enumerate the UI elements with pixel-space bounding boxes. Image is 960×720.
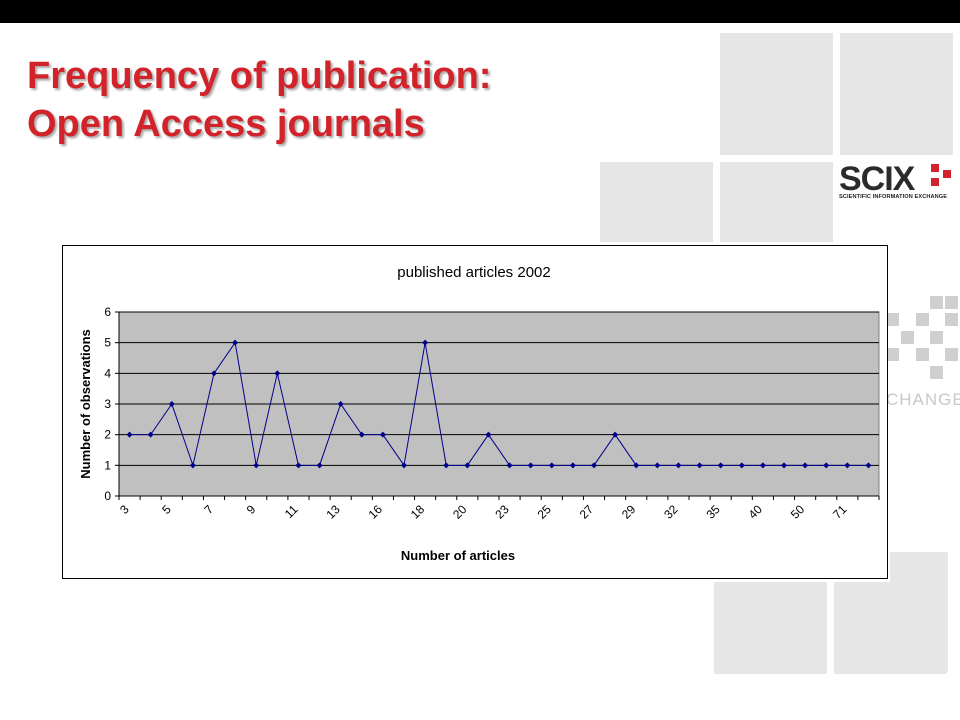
- data-point: [316, 462, 323, 469]
- scix-logo-icon: SCIX: [839, 160, 951, 198]
- data-point: [569, 462, 576, 469]
- y-axis-label: Number of observations: [78, 329, 93, 479]
- x-tick-label: 16: [366, 502, 386, 522]
- data-point: [253, 462, 260, 469]
- x-axis-label: Number of articles: [401, 548, 515, 563]
- y-tick-label: 5: [104, 336, 111, 350]
- x-tick-label: 18: [408, 502, 428, 522]
- data-point: [865, 462, 872, 469]
- x-tick-label: 35: [703, 502, 723, 522]
- data-point: [506, 462, 513, 469]
- logo-wordmark: SCIX: [839, 160, 916, 198]
- x-tick-label: 9: [244, 502, 259, 517]
- x-tick-label: 3: [117, 502, 132, 517]
- data-point: [422, 339, 429, 346]
- data-point: [696, 462, 703, 469]
- data-point: [358, 431, 365, 438]
- data-point: [337, 401, 344, 407]
- data-point: [591, 462, 597, 469]
- x-tick-label: 27: [577, 502, 597, 522]
- data-point: [443, 462, 450, 469]
- x-tick-label: 50: [788, 502, 808, 522]
- data-point: [823, 462, 830, 469]
- logo-subtitle: SCIENTIFIC INFORMATION EXCHANGE: [839, 194, 948, 200]
- decor-square: [834, 582, 947, 674]
- data-point: [168, 401, 175, 407]
- decor-square: [714, 582, 827, 674]
- y-tick-label: 1: [104, 458, 111, 472]
- y-tick-label: 4: [104, 366, 111, 380]
- data-point: [675, 462, 682, 469]
- decor-square: [600, 162, 713, 242]
- data-point: [759, 462, 766, 469]
- series-line: [129, 341, 869, 468]
- data-point: [738, 462, 745, 469]
- y-tick-label: 3: [104, 397, 111, 411]
- x-tick-label: 13: [323, 502, 343, 522]
- data-point: [717, 462, 724, 469]
- data-point: [379, 431, 386, 438]
- y-tick-label: 6: [104, 305, 111, 319]
- data-point: [464, 462, 471, 469]
- x-tick-label: 25: [535, 502, 555, 522]
- x-tick-label: 5: [159, 502, 174, 517]
- data-point: [147, 431, 154, 438]
- data-point: [781, 462, 787, 469]
- slide-title-line2: Open Access journals: [27, 103, 425, 145]
- data-point: [844, 462, 851, 469]
- x-tick-label: 11: [282, 502, 301, 521]
- chart-title: published articles 2002: [397, 264, 550, 281]
- x-tick-label: 23: [492, 502, 512, 522]
- y-tick-label: 0: [104, 489, 111, 503]
- x-tick-label: 40: [746, 502, 766, 522]
- line-chart: published articles 2002 Number of articl…: [78, 264, 880, 563]
- data-point: [295, 462, 302, 469]
- watermark-logo-icon: [886, 296, 958, 379]
- slide-title: Frequency of publication: Open Access jo…: [27, 52, 491, 148]
- data-point: [802, 462, 809, 469]
- chart-container: published articles 2002 Number of articl…: [62, 245, 888, 579]
- x-tick-label: 7: [201, 502, 216, 517]
- watermark-text: CHANGE: [886, 390, 960, 409]
- data-point: [126, 431, 133, 438]
- data-point: [527, 462, 534, 469]
- data-point: [548, 462, 555, 469]
- y-tick-label: 2: [104, 428, 111, 442]
- data-point: [633, 462, 640, 469]
- data-point: [274, 370, 281, 377]
- data-point: [211, 370, 217, 377]
- x-tick-label: 20: [450, 502, 470, 522]
- x-tick-label: 32: [661, 502, 681, 522]
- data-point: [232, 339, 239, 346]
- decor-square: [840, 33, 953, 155]
- data-point: [401, 462, 407, 469]
- x-tick-label: 71: [830, 502, 850, 522]
- data-point: [485, 431, 492, 438]
- slide-title-line1: Frequency of publication:: [27, 55, 492, 97]
- x-tick-label: 29: [619, 502, 639, 522]
- data-point: [654, 462, 661, 469]
- decor-square: [720, 33, 833, 155]
- decor-square: [720, 162, 833, 242]
- data-point: [189, 462, 196, 469]
- data-point: [612, 431, 619, 438]
- top-bar: [0, 0, 960, 23]
